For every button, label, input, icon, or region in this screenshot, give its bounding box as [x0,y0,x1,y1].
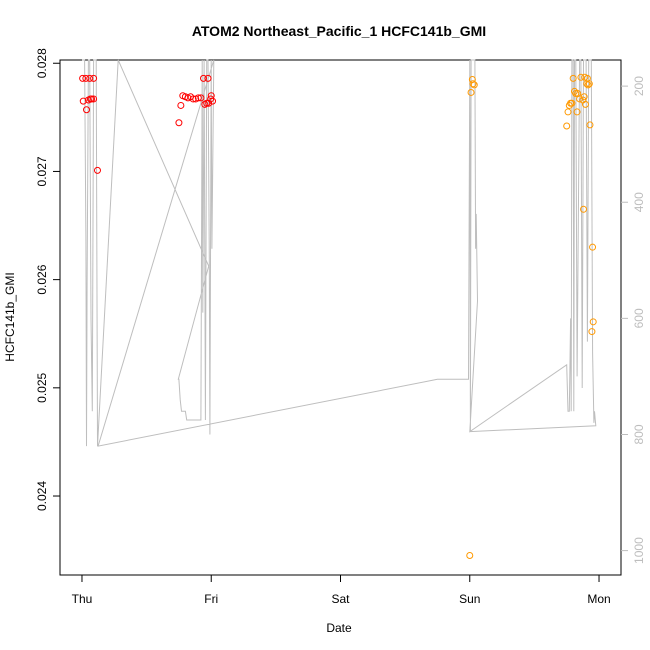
data-point-red [90,95,98,103]
data-point-orange [589,318,597,326]
data-point-red [82,106,90,114]
data-point-orange [580,93,588,101]
y-tick-label: 0.024 [35,481,49,511]
data-point-orange [586,121,594,129]
data-point-orange [580,205,588,213]
y-tick-label: 0.027 [35,156,49,186]
data-point-orange [573,108,581,116]
pressure-line-layer [82,59,597,447]
x-tick-label: Mon [587,592,610,606]
right-axis-tick-label: 400 [632,192,646,212]
y-tick-label: 0.025 [35,372,49,402]
data-point-orange [470,81,478,89]
data-point-red [175,119,183,127]
data-point-red [88,95,96,103]
y-tick-label: 0.028 [35,48,49,78]
chart-title: ATOM2 Northeast_Pacific_1 HCFC141b_GMI [192,23,486,39]
data-point-red [93,166,101,174]
pressure-line [82,59,597,447]
data-point-red [209,97,217,105]
data-point-orange [588,328,596,336]
data-point-red [86,74,94,82]
right-axis-tick-label: 600 [632,308,646,328]
data-point-orange [585,80,593,88]
data-point-red [82,74,90,82]
data-point-red [207,95,215,103]
data-point-orange [469,80,477,88]
data-point-red [205,99,213,107]
data-point-orange [589,243,597,251]
axes-layer: Thu Fri Sat Sun Mon 0.024 0.025 0.026 0.027 0.028… [35,48,646,606]
data-point-orange [466,552,474,560]
data-point-orange [572,90,580,98]
plot-frame [59,59,622,576]
data-point-orange [569,74,577,82]
data-point-red [194,94,202,102]
data-point-orange [467,88,475,96]
x-tick-label: Thu [72,592,93,606]
data-point-orange [577,73,585,81]
data-point-red [90,74,98,82]
data-point-orange [563,122,571,130]
data-points-layer [79,73,597,560]
data-point-red [203,99,211,107]
data-point-orange [568,99,576,107]
data-point-red [79,74,87,82]
data-point-orange [581,100,589,108]
data-point-red [197,94,205,102]
x-axis-label: Date [326,621,352,635]
y-tick-label: 0.026 [35,264,49,294]
x-tick-label: Sat [331,592,350,606]
y-axis-label: HCFC141b_GMI [3,272,17,361]
data-point-orange [583,80,591,88]
data-point-red [79,97,87,105]
data-point-orange [584,81,592,89]
x-tick-label: Fri [204,592,218,606]
right-axis-tick-label: 800 [632,424,646,444]
right-axis-tick-label: 200 [632,76,646,96]
data-point-red [199,74,207,82]
data-point-orange [564,108,572,116]
data-point-red [204,74,212,82]
data-point-red [177,101,185,109]
data-point-red [189,95,197,103]
right-axis-tick-label: 1000 [632,537,646,564]
x-tick-label: Sun [459,592,480,606]
